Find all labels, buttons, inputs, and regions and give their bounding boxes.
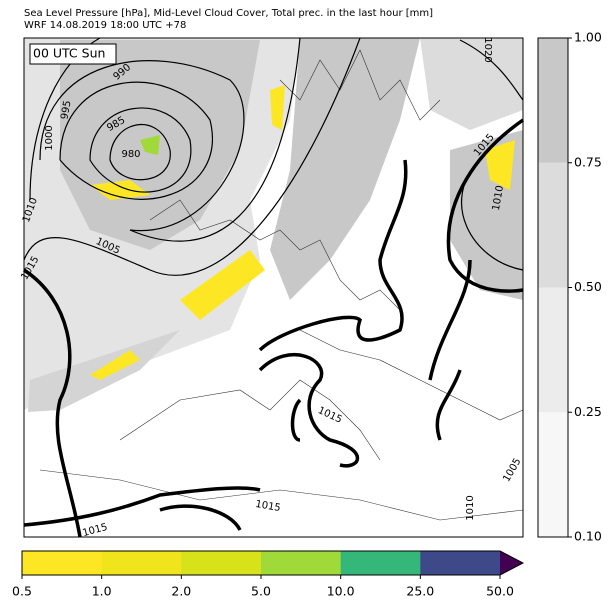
contour-label: 995 (59, 100, 73, 121)
subtitle: WRF 14.08.2019 18:00 UTC +78 (24, 20, 186, 31)
contour-label: 1015 (254, 499, 281, 514)
precip-bin (420, 551, 501, 575)
tick-label: 5.0 (251, 584, 271, 599)
tick-label: 1.0 (92, 584, 112, 599)
precip-colorbar-frame (21, 550, 525, 576)
coastlines (39, 49, 524, 521)
cloud-bin (538, 412, 568, 537)
tick-label: 0.75 (574, 154, 602, 169)
contour-label: 1010 (491, 185, 506, 212)
precip-bin (22, 551, 103, 575)
tick-label: 25.0 (406, 584, 434, 599)
isobar-1015 (23, 118, 525, 538)
cloud-bin (538, 162, 568, 288)
precip-bin (101, 551, 182, 575)
contour-label: 1020 (482, 37, 493, 62)
tick-label: 10.0 (327, 584, 355, 599)
tick-label: 0.50 (574, 279, 602, 294)
precip-bin (261, 551, 342, 575)
tick-label: 50.0 (486, 584, 514, 599)
map: 00 UTC Sun (23, 37, 525, 538)
contour-label: 980 (121, 149, 140, 160)
tick-label: 0.25 (574, 404, 602, 419)
map-frame (23, 37, 524, 538)
colorbar-extend (500, 551, 523, 575)
cloud-bin (538, 38, 568, 163)
cloud-bin (538, 287, 568, 413)
time-label: 00 UTC Sun (33, 46, 105, 61)
tick-label: 2.0 (171, 584, 191, 599)
contour-label: 1000 (44, 125, 55, 150)
precip-areas (90, 85, 515, 380)
tick-label: 1.00 (574, 30, 602, 45)
time-box (29, 43, 117, 65)
precip-bin (340, 551, 421, 575)
title: Sea Level Pressure [hPa], Mid-Level Clou… (24, 8, 433, 19)
tick-label: 0.10 (574, 529, 602, 544)
tick-label: 0.5 (12, 584, 32, 599)
contour-label: 1010 (465, 495, 476, 520)
precip-bin (181, 551, 262, 575)
